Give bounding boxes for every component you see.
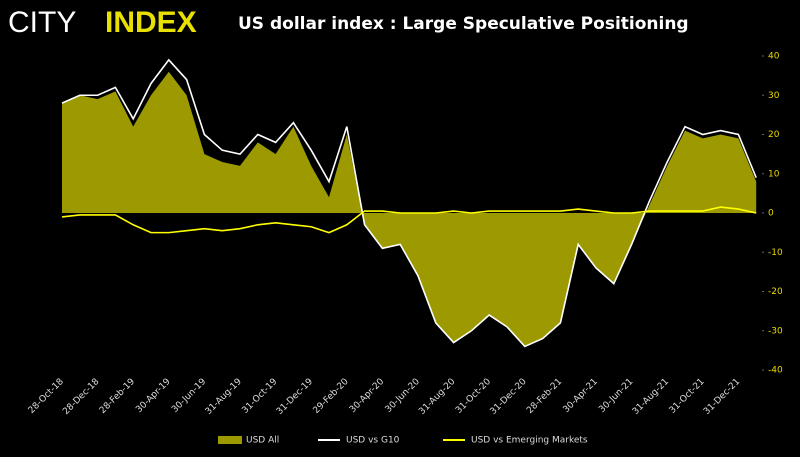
legend-label: USD vs Emerging Markets — [471, 436, 588, 446]
logo-left: CITY — [8, 6, 76, 39]
y-tick-label: 10 — [768, 169, 780, 179]
y-tick-label: -20 — [768, 287, 783, 297]
logo-right: INDEX — [105, 6, 197, 39]
legend-label: USD vs G10 — [346, 436, 400, 446]
chart-title: US dollar index : Large Speculative Posi… — [238, 14, 689, 34]
legend-swatch — [218, 436, 242, 444]
y-tick-label: 20 — [768, 130, 780, 140]
y-tick-label: 40 — [768, 52, 780, 62]
y-tick-label: 0 — [768, 209, 774, 219]
legend-label: USD All — [246, 436, 279, 446]
y-tick-label: -30 — [768, 326, 783, 336]
y-tick-label: 30 — [768, 91, 780, 101]
line — [61, 58, 757, 348]
y-tick-label: -40 — [768, 366, 783, 376]
line — [61, 206, 757, 234]
area — [62, 71, 757, 347]
y-tick-label: -10 — [768, 248, 783, 258]
